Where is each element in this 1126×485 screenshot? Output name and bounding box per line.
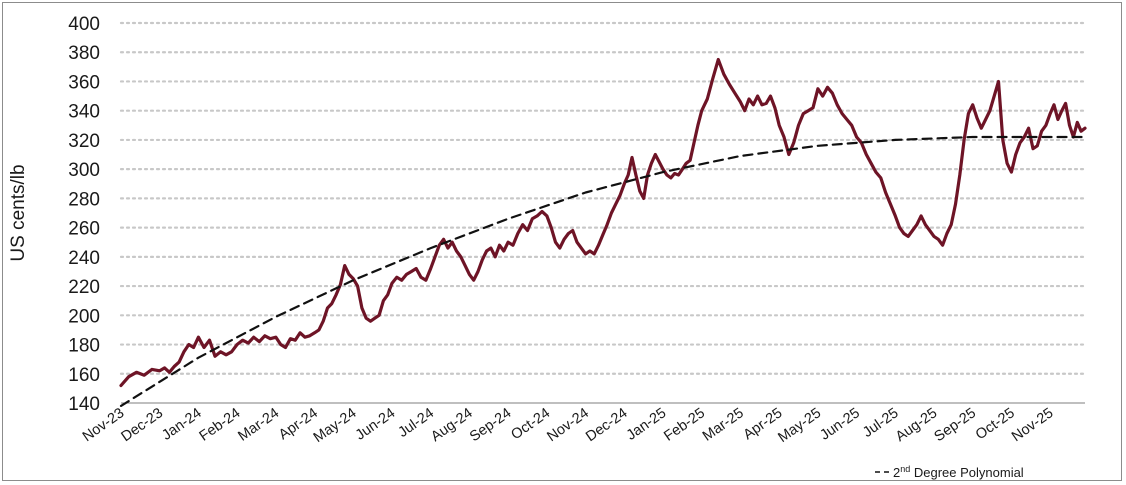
x-tick-label: Oct-25: [973, 405, 1018, 443]
legend: 2nd Degree Polynomial: [875, 464, 1024, 480]
y-tick-label: 220: [68, 277, 100, 298]
series-line-polynomial-trend: [119, 135, 1087, 407]
x-tick-label: Jan-24: [159, 405, 205, 444]
y-tick-label: 320: [68, 131, 100, 152]
y-tick-label: 360: [68, 72, 100, 93]
series-line-price: [119, 57, 1087, 388]
x-tick-label: Nov-24: [544, 405, 591, 445]
x-tick-label: May-25: [775, 405, 824, 446]
legend-label-polynomial: 2nd Degree Polynomial: [893, 464, 1024, 480]
y-tick-label: 400: [68, 14, 100, 35]
x-tick-label: Mar-24: [235, 405, 282, 444]
x-tick-label: Nov-25: [1009, 405, 1056, 445]
x-tick-label: Oct-24: [508, 405, 553, 443]
x-tick-label: Feb-24: [197, 405, 244, 444]
x-tick-label: Sep-25: [932, 405, 979, 445]
x-tick-label: Jan-25: [624, 405, 670, 444]
y-tick-label: 240: [68, 248, 100, 269]
series-group: [119, 57, 1087, 407]
x-tick-label: May-24: [311, 405, 360, 446]
y-tick-label: 160: [68, 365, 100, 386]
y-tick-label: 200: [68, 306, 100, 327]
x-tick-label: Jun-24: [353, 405, 399, 444]
price-chart: 140 160 180 200 220 240 260 280 300 320 340 360 380 4…: [8, 14, 1087, 480]
y-tick-label: 380: [68, 43, 100, 64]
x-tick-label: Dec-24: [583, 405, 630, 445]
y-tick-label: 260: [68, 219, 100, 240]
gridlines: [119, 21, 1087, 375]
y-tick-label: 300: [68, 160, 100, 181]
x-axis-ticks: Nov-23Dec-23Jan-24Feb-24Mar-24Apr-24May-…: [80, 405, 1057, 446]
x-tick-label: Sep-24: [467, 405, 514, 445]
y-tick-label: 180: [68, 336, 100, 357]
x-tick-label: Dec-23: [119, 405, 166, 445]
x-tick-label: Aug-24: [428, 405, 475, 445]
x-tick-label: Mar-25: [700, 405, 747, 444]
x-tick-label: Aug-25: [893, 405, 940, 445]
y-tick-label: 140: [68, 394, 100, 415]
y-axis-ticks: 140 160 180 200 220 240 260 280 300 320 340 360 380 4…: [68, 14, 100, 415]
y-tick-label: 280: [68, 189, 100, 210]
x-tick-label: Jun-25: [817, 405, 863, 444]
y-tick-label: 340: [68, 102, 100, 123]
x-tick-label: Feb-25: [661, 405, 708, 444]
y-axis-label: US cents/lb: [8, 164, 29, 261]
